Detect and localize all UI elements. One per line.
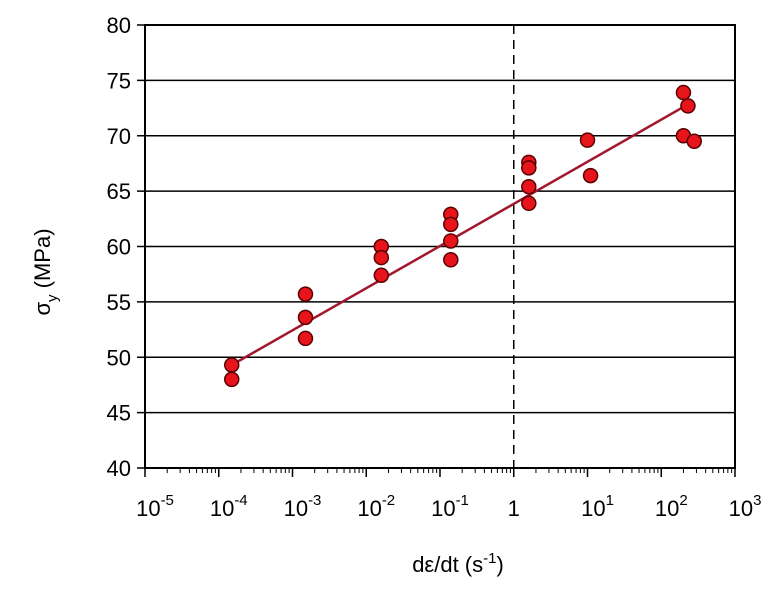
data-point: [521, 160, 537, 176]
data-point: [521, 178, 537, 195]
plot-frame: [144, 24, 736, 469]
data-point: [521, 195, 537, 212]
x-tick-label: 1: [508, 496, 520, 521]
data-point: [373, 249, 390, 266]
data-point: [223, 371, 240, 388]
y-tick-label: 60: [107, 235, 131, 260]
regression-line: [231, 105, 685, 367]
plot-border: [144, 24, 736, 469]
y-tick-label: 70: [107, 124, 131, 149]
y-axis-label: σy (MPa): [30, 228, 61, 315]
data-point: [579, 132, 596, 148]
x-tick-label: 101: [581, 492, 614, 521]
y-tick-label: 50: [107, 345, 131, 370]
data-points: [223, 84, 702, 388]
data-point: [675, 84, 692, 101]
data-point: [297, 309, 314, 326]
y-tick-label: 65: [107, 179, 131, 204]
fit-line: [231, 105, 685, 367]
x-tick-label: 10-5: [136, 492, 174, 521]
y-tick-labels: 40 45 50 55 60 65 70 75 80: [107, 13, 131, 481]
y-tick-label: 75: [107, 68, 131, 93]
data-point: [297, 286, 314, 302]
x-tick-label: 10-1: [431, 492, 469, 521]
data-point: [223, 357, 240, 373]
grid-lines: [137, 24, 736, 477]
x-tick-labels: 10-5 10-4 10-3 10-2 10-1 1 101 102 103: [136, 492, 761, 521]
data-point: [373, 267, 390, 284]
x-tick-label: 10-4: [210, 492, 248, 521]
data-point: [686, 133, 702, 150]
data-point: [297, 330, 314, 347]
x-tick-label: 103: [729, 492, 762, 521]
data-point: [443, 233, 459, 249]
data-point: [680, 98, 696, 114]
x-tick-label: 10-3: [284, 492, 322, 521]
y-tick-label: 55: [107, 290, 131, 315]
y-tick-label: 45: [107, 401, 131, 426]
data-point: [582, 167, 599, 184]
y-tick-label: 40: [107, 456, 131, 481]
y-tick-label: 80: [107, 13, 131, 38]
x-axis-label: dε/dt (s-1): [412, 550, 504, 577]
data-point: [443, 216, 459, 233]
x-tick-label: 102: [655, 492, 688, 521]
x-tick-label: 10-2: [357, 492, 395, 521]
data-point: [443, 252, 459, 268]
